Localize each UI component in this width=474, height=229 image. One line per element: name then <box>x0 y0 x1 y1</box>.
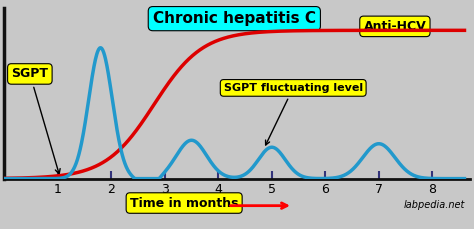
Text: Chronic hepatitis C: Chronic hepatitis C <box>153 11 316 26</box>
Text: labpedia.net: labpedia.net <box>404 200 465 210</box>
Text: SGPT: SGPT <box>11 68 60 174</box>
Text: SGPT fluctuating level: SGPT fluctuating level <box>224 83 363 145</box>
Text: Time in months: Time in months <box>130 196 238 210</box>
Text: Anti-HCV: Anti-HCV <box>364 20 426 33</box>
